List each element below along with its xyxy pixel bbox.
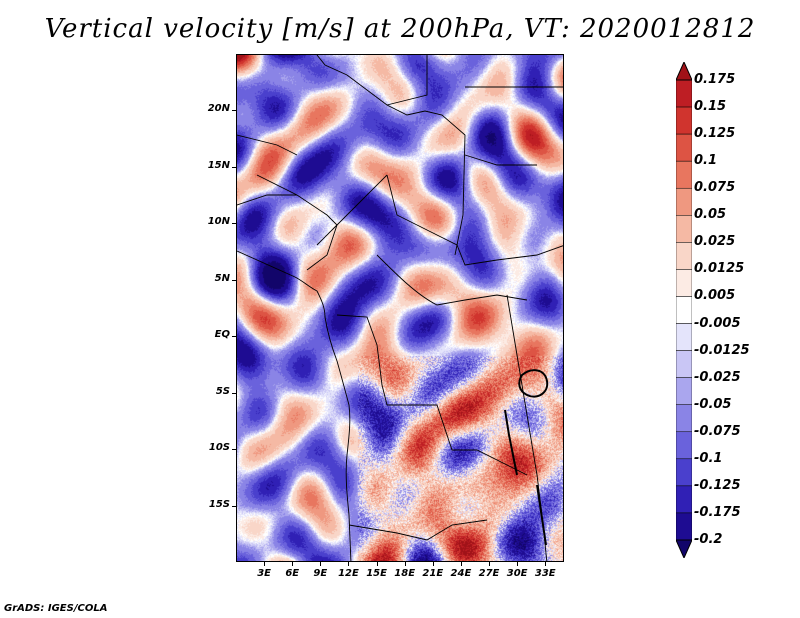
lat-tick [232, 110, 236, 112]
border-east [506, 294, 548, 561]
colorbar-segment [676, 458, 692, 487]
lake-malawi [536, 484, 547, 546]
lon-label: 12E [338, 568, 359, 579]
colorbar-segment [676, 242, 692, 270]
colorbar-segment [676, 377, 692, 405]
colorbar-label: -0.0125 [694, 342, 750, 358]
lat-tick [232, 505, 236, 507]
lon-label: 33E [534, 568, 556, 579]
lon-label: 6E [285, 568, 300, 579]
border-angola [348, 519, 488, 541]
border-chad [386, 174, 563, 266]
lat-label: 5N [214, 272, 230, 284]
lat-tick [232, 392, 236, 394]
colorbar-segment [676, 404, 692, 433]
colorbar-label: -0.2 [694, 532, 723, 547]
colorbar-bottom-arrow [676, 539, 692, 558]
lon-label: 24E [450, 568, 472, 579]
lon-label: 30E [506, 568, 528, 579]
colorbar-label: 0.025 [694, 234, 736, 250]
colorbar-label: 0.125 [694, 126, 736, 142]
lon-tick [404, 562, 406, 566]
lon-tick [517, 562, 519, 566]
lon-tick [432, 562, 434, 566]
lat-tick [232, 223, 236, 225]
lon-tick [460, 562, 462, 566]
plot-title: Vertical velocity [m/s] at 200hPa, VT: 2… [44, 14, 756, 44]
border-nigeria [256, 174, 338, 271]
colorbar-label: -0.1 [694, 450, 723, 466]
lat-label: 10S [208, 442, 230, 454]
lake-victoria [518, 369, 549, 398]
lon-label: 3E [257, 568, 271, 579]
lon-tick [489, 562, 491, 566]
lon-label: 27E [478, 568, 500, 579]
colorbar-label: -0.125 [694, 477, 741, 493]
colorbar-label: -0.05 [694, 396, 732, 412]
lon-label: 21E [422, 568, 444, 579]
lat-label: 20N [207, 103, 230, 115]
colorbar-segment [676, 79, 692, 108]
lon-tick [545, 562, 547, 566]
colorbar [676, 62, 692, 558]
lat-tick [232, 166, 236, 168]
colorbar-top-arrow [676, 62, 692, 81]
lat-label: 10N [207, 216, 230, 228]
lat-label: EQ [214, 329, 230, 341]
colorbar-label: -0.175 [694, 504, 741, 520]
lon-label: 15E [366, 568, 387, 579]
colorbar-label: -0.075 [694, 423, 741, 439]
colorbar-segment [676, 269, 692, 297]
colorbar-label: 0.075 [694, 180, 736, 196]
lat-tick [232, 449, 236, 451]
colorbar-segment [676, 485, 692, 514]
border-congo [336, 314, 388, 406]
colorbar-label: -0.025 [694, 369, 741, 385]
colorbar-label: 0.0125 [694, 261, 745, 277]
lon-label: 9E [313, 568, 328, 579]
colorbar-segment [676, 160, 692, 189]
colorbar-label: 0.005 [694, 288, 736, 304]
colorbar-segment [676, 215, 692, 243]
velocity-field [237, 55, 563, 561]
border-car [376, 254, 528, 306]
lat-tick [232, 336, 236, 338]
border-nw [316, 55, 466, 256]
border-drc [387, 404, 528, 476]
colorbar-segment [676, 187, 692, 216]
colorbar-segment [676, 106, 692, 135]
border-lake-chad [316, 174, 388, 246]
lon-tick [320, 562, 322, 566]
colorbar-label: -0.005 [694, 315, 741, 331]
colorbar-label: 0.15 [694, 99, 727, 115]
lon-label: 18E [394, 568, 416, 579]
lat-label: 5S [215, 385, 230, 397]
colorbar-segment [676, 133, 692, 162]
colorbar-segment [676, 350, 692, 378]
colorbar-segment [676, 296, 692, 324]
colorbar-label: 0.1 [694, 153, 718, 169]
velocity-map [236, 54, 564, 562]
colorbar-segment [676, 431, 692, 460]
lon-tick [348, 562, 350, 566]
country-borders [237, 55, 563, 561]
lake-tanganyika [504, 409, 518, 476]
border-libya [386, 55, 428, 106]
lon-tick [292, 562, 294, 566]
credit-text: GrADS: IGES/COLA [4, 603, 108, 614]
lon-tick [264, 562, 266, 566]
coastline-west [237, 250, 352, 561]
colorbar-label: 0.175 [694, 72, 736, 87]
border-misc [237, 134, 537, 206]
lon-tick [376, 562, 378, 566]
colorbar-label: 0.05 [694, 207, 727, 223]
colorbar-segment [676, 323, 692, 351]
lat-label: 15N [207, 159, 230, 171]
colorbar-segment [676, 512, 692, 541]
lat-tick [232, 279, 236, 281]
lat-label: 15S [208, 498, 230, 510]
